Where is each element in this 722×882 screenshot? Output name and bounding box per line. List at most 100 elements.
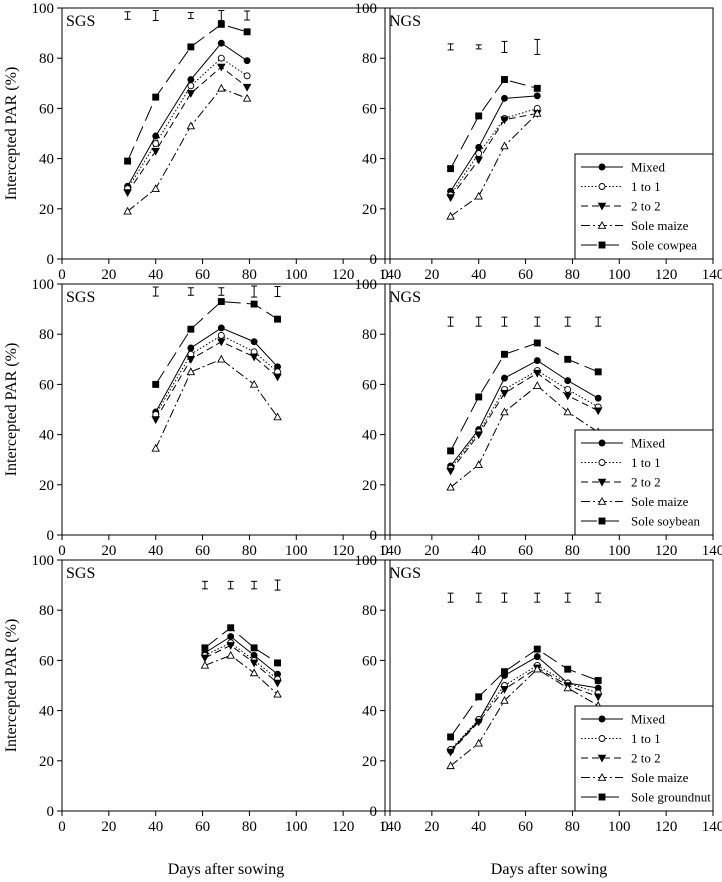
plot-frame: [384, 559, 714, 812]
error-bar: [501, 40, 508, 53]
x-tick-label: 140: [379, 819, 402, 835]
error-bar: [251, 285, 258, 298]
legend-label: Sole soybean: [631, 514, 700, 529]
y-tick-label: 0: [370, 528, 378, 544]
error-bar: [501, 592, 508, 603]
series-line-4: [127, 23, 248, 162]
data-point: [474, 718, 483, 727]
legend-label: Sole maize: [631, 494, 689, 509]
data-point: [226, 642, 235, 650]
data-point: [593, 693, 603, 702]
x-tick-label: 140: [702, 543, 722, 559]
data-point: [500, 141, 509, 150]
data-point: [151, 184, 160, 192]
data-point: [594, 394, 602, 402]
series-line-1: [127, 57, 248, 189]
panel-label: NGS: [389, 13, 421, 30]
data-point: [475, 112, 483, 120]
x-tick-label: 80: [565, 819, 580, 835]
error-bar: [595, 592, 602, 603]
data-point: [242, 83, 252, 92]
data-point: [123, 206, 132, 215]
series-line-3: [450, 385, 599, 488]
error-bar: [564, 316, 571, 327]
legend: Mixed 1 to 1 2 to 2 Sole maize Sole soybean: [574, 429, 714, 536]
error-bar: [201, 580, 208, 590]
x-tick-label: 100: [285, 819, 308, 835]
data-point: [249, 668, 259, 677]
x-tick-label: 120: [332, 543, 355, 559]
error-bar: [251, 580, 258, 590]
data-point: [186, 121, 196, 130]
y-tick-label: 60: [362, 101, 377, 117]
x-tick-label: 100: [608, 819, 631, 835]
data-point: [533, 653, 541, 661]
data-point: [274, 659, 281, 667]
data-point: [446, 482, 455, 491]
x-tick-label: 20: [101, 267, 116, 283]
legend: Mixed 1 to 1 2 to 2 Sole maize Sole groundnu…: [574, 705, 714, 812]
x-tick-label: 100: [285, 267, 308, 283]
data-point: [187, 82, 195, 90]
data-point: [475, 393, 483, 401]
legend-marker: [597, 754, 607, 763]
data-point: [474, 460, 483, 468]
data-point: [200, 654, 210, 663]
error-bar: [274, 286, 281, 298]
legend-marker: [598, 163, 606, 171]
data-point: [533, 357, 541, 365]
chart-panel-0: 0 20 40 60 80 100 120 140020406080100SGSInterce…: [3, 1, 401, 283]
plot-frame: [61, 283, 391, 536]
data-point: [501, 350, 508, 358]
series-line-0: [204, 635, 278, 675]
x-tick-label: 120: [332, 819, 355, 835]
y-tick-label: 20: [362, 754, 377, 770]
panel-label: SGS: [66, 13, 95, 30]
panel-label: SGS: [66, 565, 95, 582]
series-line-2: [450, 372, 599, 472]
data-point: [187, 76, 195, 83]
plot-frame: [61, 7, 391, 260]
data-point: [250, 338, 258, 346]
chart-panel-1: 0 20 40 60 80 100 120 140020406080100NGSMixed1 …: [355, 1, 722, 283]
data-point: [217, 39, 225, 47]
legend-label: Mixed: [631, 712, 665, 727]
y-tick-label: 40: [39, 152, 54, 168]
data-point: [501, 76, 508, 83]
x-tick-label: 120: [655, 819, 678, 835]
data-point: [500, 407, 509, 416]
data-point: [563, 683, 573, 692]
data-point: [217, 54, 225, 62]
legend: Mixed 1 to 1 2 to 2 Sole maize Sole cowpea: [574, 153, 714, 260]
panel-label: NGS: [389, 565, 421, 582]
x-tick-label: 60: [195, 267, 210, 283]
y-tick-label: 80: [362, 327, 377, 343]
x-tick-label: 40: [471, 267, 486, 283]
series-line-1: [204, 642, 278, 680]
y-tick-label: 100: [355, 1, 378, 17]
data-point: [217, 324, 225, 332]
legend-label: Sole maize: [631, 218, 689, 233]
y-tick-label: 60: [39, 653, 54, 669]
legend-marker: [598, 459, 606, 466]
data-point: [201, 644, 209, 652]
y-tick-label: 0: [370, 804, 378, 820]
data-point: [242, 93, 252, 102]
x-tick-label: 0: [381, 267, 389, 283]
y-tick-label: 80: [362, 603, 377, 619]
legend-label: 2 to 2: [631, 475, 661, 490]
error-bar: [475, 592, 482, 603]
data-point: [474, 156, 483, 165]
series-line-2: [155, 341, 278, 420]
data-point: [533, 108, 542, 117]
x-tick-label: 40: [471, 819, 486, 835]
x-tick-label: 40: [148, 819, 163, 835]
legend-label: Sole groundnut: [631, 790, 711, 805]
data-point: [186, 367, 196, 376]
data-point: [217, 83, 226, 92]
x-tick-label: 0: [381, 543, 389, 559]
data-point: [500, 116, 509, 125]
legend-marker: [597, 202, 607, 211]
error-bar: [475, 316, 482, 327]
